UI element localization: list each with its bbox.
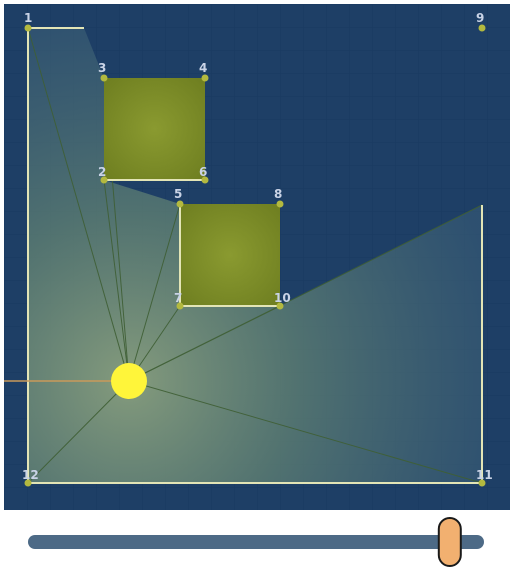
ray-9 [27,380,130,484]
vertex-label-9: 9 [476,11,484,25]
obstacle-box-1 [104,78,205,180]
vertex-11[interactable] [478,479,486,487]
vertex-label-8: 8 [274,187,282,201]
vertex-label-2: 2 [98,165,106,179]
obstacle-box-2 [180,204,280,306]
vertex-4[interactable] [201,74,209,82]
vertex-label-7: 7 [174,291,182,305]
vertex-label-10: 10 [274,291,291,305]
ray-7 [128,204,483,382]
vertex-label-1: 1 [24,11,32,25]
ray-1 [27,27,130,382]
vertex-label-3: 3 [98,61,106,75]
slider-track[interactable] [28,535,484,549]
slider[interactable] [0,510,514,573]
vertex-label-11: 11 [476,468,493,482]
vertex-2[interactable] [100,176,108,184]
vertex-label-12: 12 [22,468,39,482]
light-source-icon[interactable] [111,363,147,399]
vertex-10[interactable] [276,302,284,310]
ray-3 [103,179,130,382]
vertex-6[interactable] [201,176,209,184]
vertex-8[interactable] [276,200,284,208]
vertex-9[interactable] [478,24,486,32]
vertex-label-4: 4 [199,61,207,75]
vertex-label-5: 5 [174,187,182,201]
slider-svg [28,517,484,567]
vertex-label-6: 6 [199,165,207,179]
visibility-canvas[interactable]: 1 2 3 4 5 6 7 8 9 10 11 12 [4,4,510,510]
ray-4 [128,203,181,382]
vertex-1[interactable] [24,24,32,32]
vertex-7[interactable] [176,302,184,310]
slider-thumb[interactable] [437,517,462,567]
vertex-12[interactable] [24,479,32,487]
vertex-5[interactable] [176,200,184,208]
ray-8 [128,380,483,484]
vertex-3[interactable] [100,74,108,82]
